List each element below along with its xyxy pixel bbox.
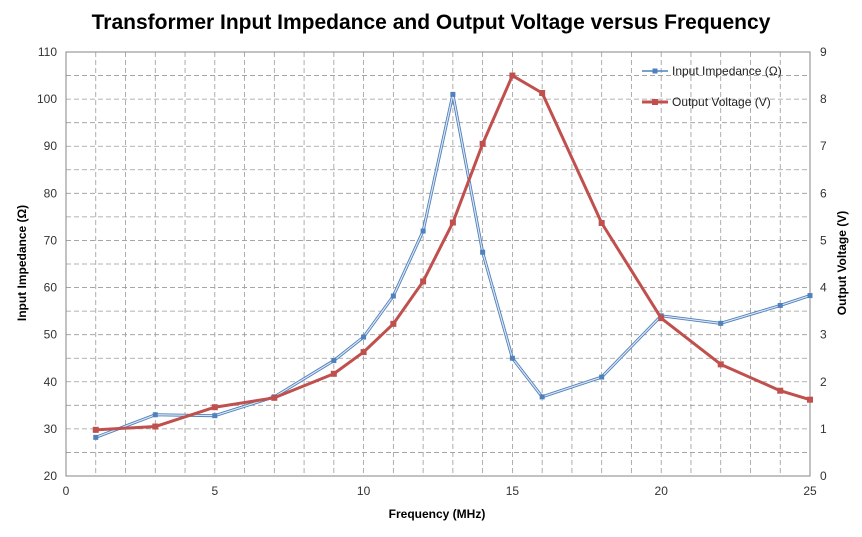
x-tick-label: 10 [357, 484, 371, 498]
y-left-tick-label: 60 [44, 281, 58, 295]
data-point-voltage [539, 89, 546, 96]
data-point-impedance [450, 91, 456, 97]
series-layer [92, 72, 813, 440]
y-right-tick-label: 5 [820, 233, 827, 247]
data-point-impedance [480, 249, 486, 255]
data-point-voltage [717, 361, 724, 368]
data-point-voltage [509, 72, 516, 79]
data-point-impedance [777, 302, 783, 308]
chart-title: Transformer Input Impedance and Output V… [92, 11, 771, 34]
gridlines [66, 52, 810, 476]
y-right-tick-label: 4 [820, 281, 827, 295]
data-point-impedance [331, 358, 337, 364]
y-right-tick-label: 6 [820, 186, 827, 200]
data-point-impedance [152, 412, 158, 418]
data-point-impedance [807, 293, 813, 299]
data-point-impedance [539, 394, 545, 400]
y-left-tick-label: 30 [44, 422, 58, 436]
x-tick-label: 25 [803, 484, 817, 498]
data-point-voltage [479, 140, 486, 147]
y-left-tick-label: 90 [44, 139, 58, 153]
legend: Input Impedance (Ω) Output Voltage (V) [642, 64, 782, 109]
data-point-voltage [211, 404, 218, 411]
data-point-voltage [92, 426, 99, 433]
y-right-tick-label: 3 [820, 328, 827, 342]
data-point-voltage [152, 423, 159, 430]
y-left-tick-label: 100 [37, 92, 57, 106]
data-point-impedance [599, 374, 605, 380]
legend-marker-voltage [652, 99, 658, 105]
y-left-tick-label: 20 [44, 469, 58, 483]
data-point-impedance [93, 434, 99, 440]
data-point-voltage [598, 220, 605, 227]
y-left-tick-label: 110 [38, 45, 57, 59]
y-axis-left-label: Input Impedance (Ω) [15, 205, 29, 321]
x-tick-label: 15 [506, 484, 520, 498]
data-point-voltage [271, 394, 278, 401]
data-point-impedance [361, 334, 367, 340]
data-point-voltage [360, 349, 367, 356]
x-tick-label: 0 [63, 484, 70, 498]
data-point-voltage [777, 387, 784, 394]
y-left-tick-label: 50 [44, 328, 58, 342]
data-point-impedance [420, 228, 426, 234]
data-point-impedance [718, 320, 724, 326]
x-tick-label: 5 [211, 484, 218, 498]
y-right-tick-label: 9 [820, 45, 827, 59]
tick-labels: 0 5 10 15 20 25 20 30 40 50 60 70 80 90 100 110 0 1 2 3 4 5 6 7… [37, 45, 827, 498]
plot-area [65, 51, 811, 477]
y-left-tick-label: 40 [44, 375, 58, 389]
data-point-voltage [330, 370, 337, 377]
data-point-impedance [509, 355, 515, 361]
data-point-impedance [390, 293, 396, 299]
data-point-voltage [420, 278, 427, 285]
data-point-impedance [212, 413, 218, 419]
data-point-voltage [807, 396, 813, 403]
y-left-tick-label: 70 [44, 233, 58, 247]
y-right-tick-label: 7 [820, 139, 827, 153]
data-point-voltage [390, 320, 397, 327]
data-point-voltage [658, 315, 665, 322]
x-tick-label: 20 [655, 484, 669, 498]
legend-label-voltage: Output Voltage (V) [672, 95, 771, 109]
y-left-tick-label: 80 [44, 186, 58, 200]
y-right-tick-label: 2 [820, 375, 827, 389]
y-axis-right-label: Output Voltage (V) [835, 211, 849, 315]
legend-marker-impedance [652, 68, 658, 74]
data-point-voltage [449, 219, 456, 226]
legend-label-impedance: Input Impedance (Ω) [672, 64, 782, 78]
y-right-tick-label: 8 [820, 92, 827, 106]
x-axis-label: Frequency (MHz) [389, 507, 486, 521]
y-right-tick-label: 1 [820, 422, 827, 436]
y-right-tick-label: 0 [820, 469, 827, 483]
